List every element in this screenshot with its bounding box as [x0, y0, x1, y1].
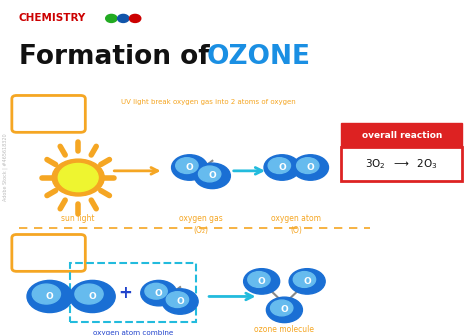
Text: O: O: [307, 163, 314, 172]
Text: O: O: [186, 163, 193, 172]
Circle shape: [289, 269, 325, 294]
Circle shape: [199, 166, 221, 182]
Circle shape: [297, 158, 319, 174]
Circle shape: [106, 14, 117, 22]
Text: OZONE: OZONE: [206, 44, 310, 70]
Text: O: O: [258, 277, 265, 286]
Circle shape: [271, 300, 293, 316]
Text: O: O: [176, 297, 184, 306]
Text: O: O: [281, 306, 288, 314]
FancyBboxPatch shape: [12, 234, 85, 271]
Circle shape: [32, 284, 61, 304]
Circle shape: [118, 14, 129, 22]
Text: oxygen gas
(O₂): oxygen gas (O₂): [179, 214, 223, 234]
Circle shape: [292, 155, 328, 180]
Text: O: O: [46, 292, 54, 301]
Circle shape: [264, 155, 300, 180]
Text: UV light break oxygen gas into 2 atoms of oxygen: UV light break oxygen gas into 2 atoms o…: [121, 99, 296, 105]
Text: ozone molecule
(O₃): ozone molecule (O₃): [255, 325, 314, 335]
Text: Formation of: Formation of: [19, 44, 219, 70]
Text: oxygen atom
(O): oxygen atom (O): [271, 214, 321, 234]
Circle shape: [70, 280, 115, 313]
Text: O: O: [278, 163, 286, 172]
Text: O: O: [209, 172, 216, 180]
FancyBboxPatch shape: [12, 95, 85, 132]
Text: oxygen atom combine
with oxygen gas to form ozone: oxygen atom combine with oxygen gas to f…: [77, 330, 189, 335]
Circle shape: [166, 292, 189, 308]
Circle shape: [75, 284, 103, 304]
Text: O: O: [89, 292, 96, 301]
FancyBboxPatch shape: [341, 123, 462, 147]
Circle shape: [162, 289, 198, 314]
Circle shape: [194, 163, 230, 189]
Circle shape: [248, 272, 270, 287]
Circle shape: [293, 272, 316, 287]
Text: sun light: sun light: [62, 214, 95, 223]
Text: +: +: [118, 284, 133, 302]
Text: step 1: step 1: [28, 111, 70, 124]
Circle shape: [27, 280, 73, 313]
Text: Adobe Stock | #465618320: Adobe Stock | #465618320: [3, 134, 9, 201]
Circle shape: [268, 158, 291, 174]
Text: overall reaction: overall reaction: [362, 131, 442, 140]
Text: 3O$_2$  $\longrightarrow$  2O$_3$: 3O$_2$ $\longrightarrow$ 2O$_3$: [365, 157, 438, 171]
FancyBboxPatch shape: [341, 147, 462, 181]
Text: O: O: [155, 289, 163, 297]
Circle shape: [58, 163, 98, 192]
Circle shape: [52, 159, 104, 196]
Text: O: O: [303, 277, 311, 286]
Circle shape: [172, 155, 208, 180]
Circle shape: [244, 269, 280, 294]
Text: step 2: step 2: [28, 250, 70, 263]
Circle shape: [129, 14, 141, 22]
Circle shape: [141, 280, 177, 306]
Circle shape: [145, 283, 167, 299]
Circle shape: [266, 297, 302, 323]
Circle shape: [176, 158, 198, 174]
Text: CHEMISTRY: CHEMISTRY: [19, 13, 86, 23]
